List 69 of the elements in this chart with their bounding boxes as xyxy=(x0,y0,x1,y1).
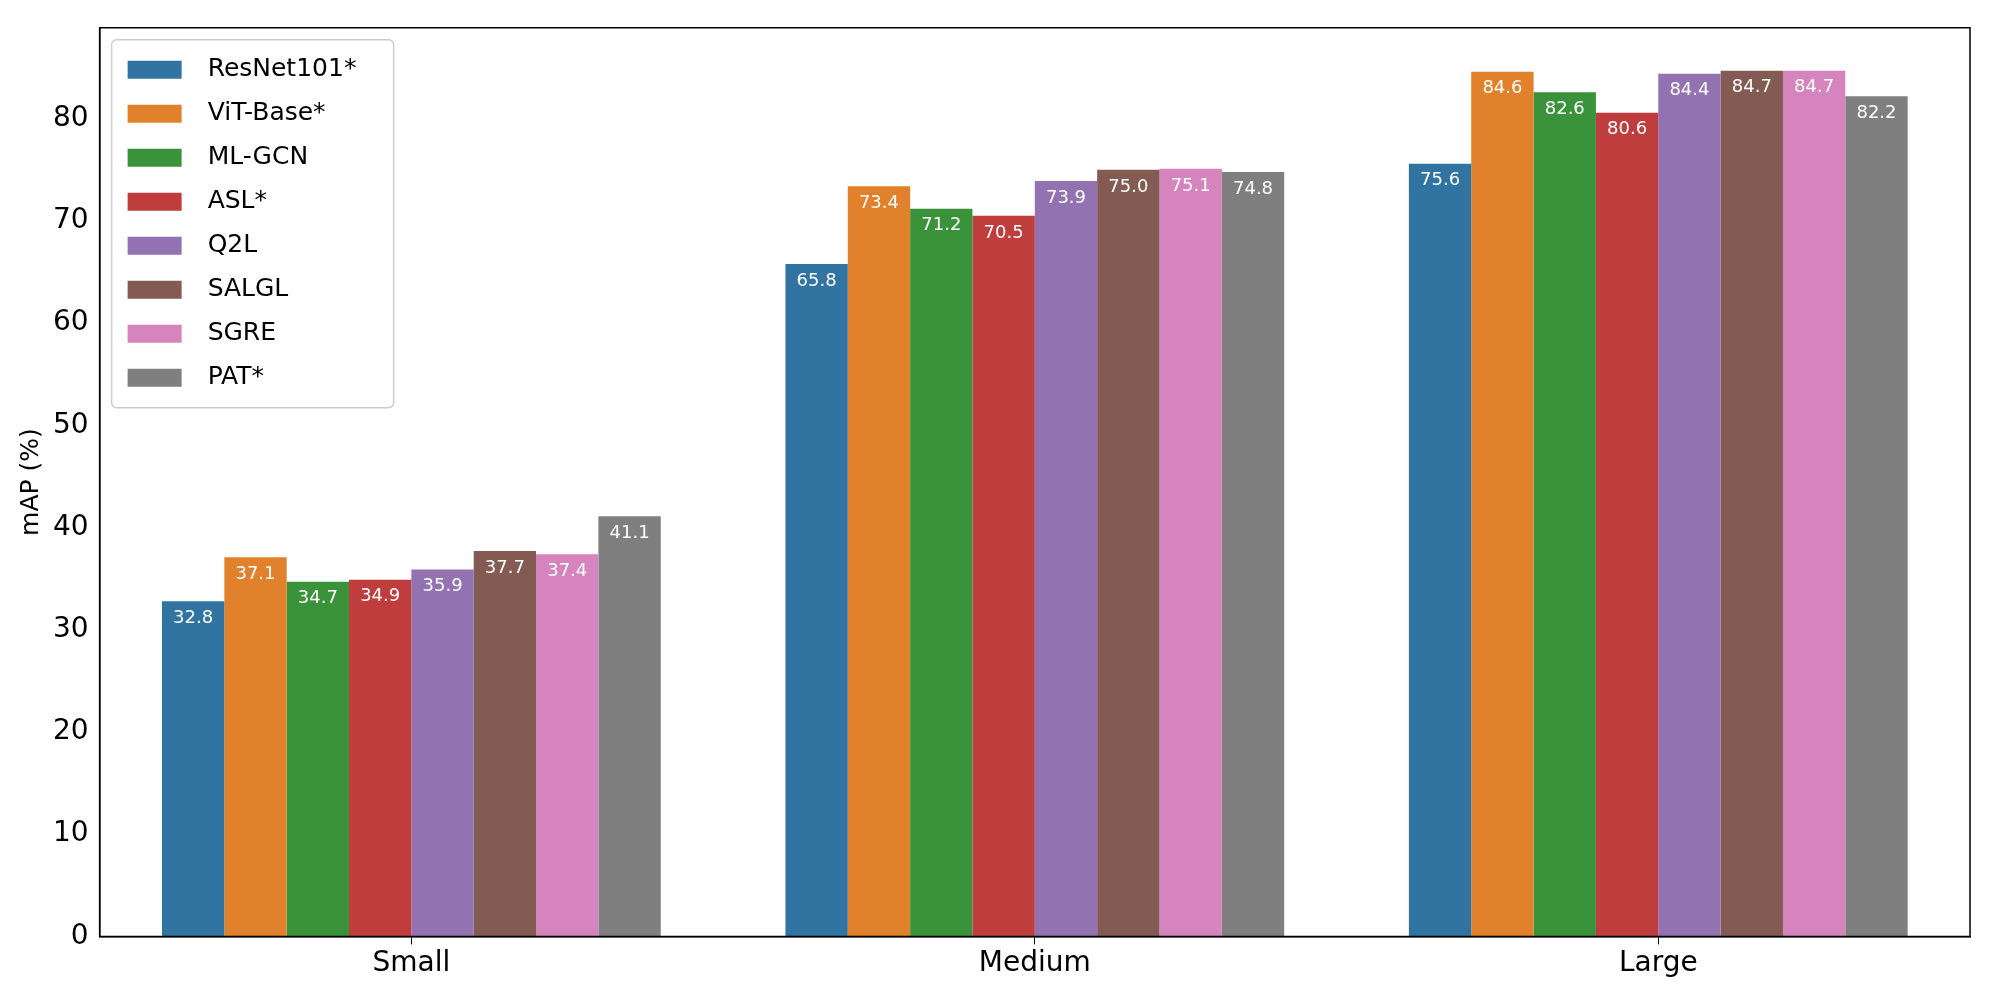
data-label: 73.9 xyxy=(1045,185,1087,207)
bar xyxy=(411,569,474,937)
y-axis-title: mAP (%) xyxy=(14,428,44,536)
y-tick-label: 50 xyxy=(52,406,89,440)
bar xyxy=(1595,112,1659,937)
y-tick-label: 80 xyxy=(52,100,89,134)
bar xyxy=(1408,163,1472,937)
data-label: 73.4 xyxy=(858,190,899,212)
data-label: 84.6 xyxy=(1482,76,1523,98)
bar xyxy=(1658,73,1721,937)
bar xyxy=(972,215,1035,937)
x-tick-label: Large xyxy=(1618,945,1698,979)
bar xyxy=(224,557,287,937)
y-tick-label: 30 xyxy=(52,611,89,645)
legend-label: ViT-Base* xyxy=(207,97,326,127)
y-tick-label: 20 xyxy=(52,713,89,747)
bar xyxy=(349,579,412,937)
data-label: 82.2 xyxy=(1856,100,1897,122)
legend-label: SGRE xyxy=(207,317,277,347)
bar xyxy=(1034,181,1098,937)
data-label: 75.6 xyxy=(1420,168,1461,190)
bar xyxy=(785,263,848,937)
bar xyxy=(1221,171,1285,937)
data-label: 74.8 xyxy=(1232,176,1274,198)
data-label: 34.7 xyxy=(297,586,338,608)
x-tick-label: Small xyxy=(372,945,451,979)
data-label: 80.6 xyxy=(1607,117,1648,139)
data-label: 41.1 xyxy=(609,521,650,543)
bar xyxy=(1782,70,1846,937)
x-tick-label: Medium xyxy=(978,945,1091,979)
y-tick-label: 0 xyxy=(70,917,89,951)
bar xyxy=(536,554,599,937)
data-label: 71.2 xyxy=(921,213,962,235)
legend-label: Q2L xyxy=(207,229,258,259)
data-label: 37.4 xyxy=(547,558,588,580)
y-tick-label: 40 xyxy=(52,508,89,542)
bar xyxy=(598,516,661,937)
bar xyxy=(1471,71,1534,937)
bar xyxy=(286,581,350,937)
bar xyxy=(473,551,537,937)
data-label: 75.0 xyxy=(1108,174,1149,196)
data-label: 37.1 xyxy=(235,561,276,583)
data-label: 75.1 xyxy=(1170,173,1211,195)
bar xyxy=(1845,96,1908,937)
data-label: 65.8 xyxy=(796,268,837,290)
data-label: 84.7 xyxy=(1731,75,1772,97)
bar xyxy=(1533,92,1596,937)
y-tick-label: 60 xyxy=(52,304,89,338)
data-label: 35.9 xyxy=(422,574,463,596)
data-label: 84.4 xyxy=(1669,78,1710,100)
legend-label: PAT* xyxy=(207,361,265,391)
legend-label: ASL* xyxy=(207,185,268,215)
bar xyxy=(1720,70,1783,937)
bar xyxy=(910,208,973,937)
legend-label: ResNet101* xyxy=(207,53,357,83)
bar xyxy=(161,601,225,937)
data-label: 37.7 xyxy=(484,555,525,577)
data-label: 32.8 xyxy=(173,605,214,627)
bar xyxy=(1097,169,1160,937)
data-label: 70.5 xyxy=(983,220,1024,242)
y-tick-label: 70 xyxy=(52,202,89,236)
data-label: 84.7 xyxy=(1794,75,1835,97)
bar xyxy=(847,186,911,937)
legend-label: ML-GCN xyxy=(207,141,309,171)
data-label: 34.9 xyxy=(360,584,401,606)
y-tick-label: 10 xyxy=(52,815,89,849)
data-label: 82.6 xyxy=(1544,96,1585,118)
legend-label: SALGL xyxy=(207,273,289,303)
bar xyxy=(1159,168,1222,937)
